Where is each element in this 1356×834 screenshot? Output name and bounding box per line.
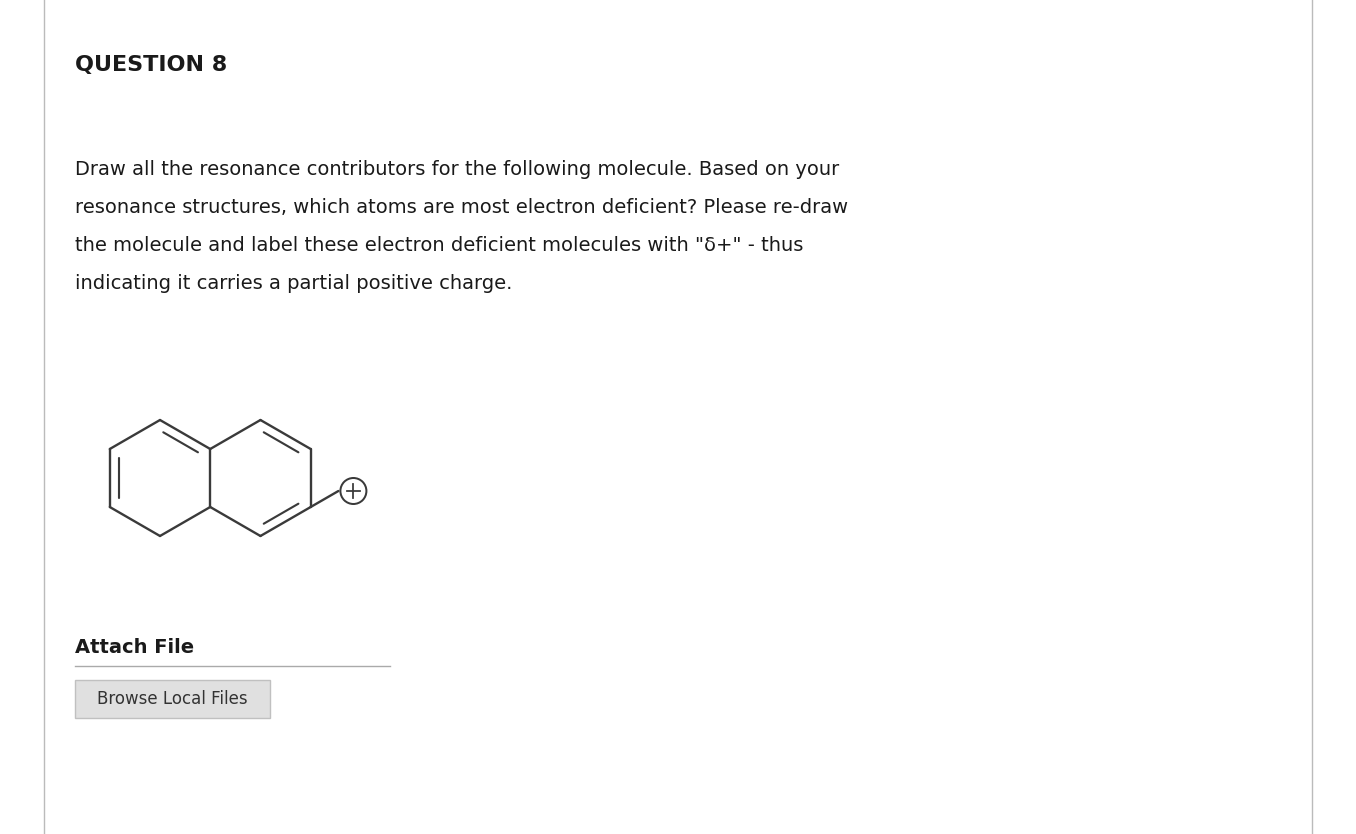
Text: QUESTION 8: QUESTION 8 <box>75 55 228 75</box>
Text: resonance structures, which atoms are most electron deficient? Please re-draw: resonance structures, which atoms are mo… <box>75 198 848 217</box>
Text: indicating it carries a partial positive charge.: indicating it carries a partial positive… <box>75 274 513 293</box>
FancyBboxPatch shape <box>75 680 270 718</box>
Text: Attach File: Attach File <box>75 638 194 657</box>
Text: Draw all the resonance contributors for the following molecule. Based on your: Draw all the resonance contributors for … <box>75 160 839 179</box>
Text: the molecule and label these electron deficient molecules with "δ+" - thus: the molecule and label these electron de… <box>75 236 803 255</box>
Text: Browse Local Files: Browse Local Files <box>98 690 248 708</box>
